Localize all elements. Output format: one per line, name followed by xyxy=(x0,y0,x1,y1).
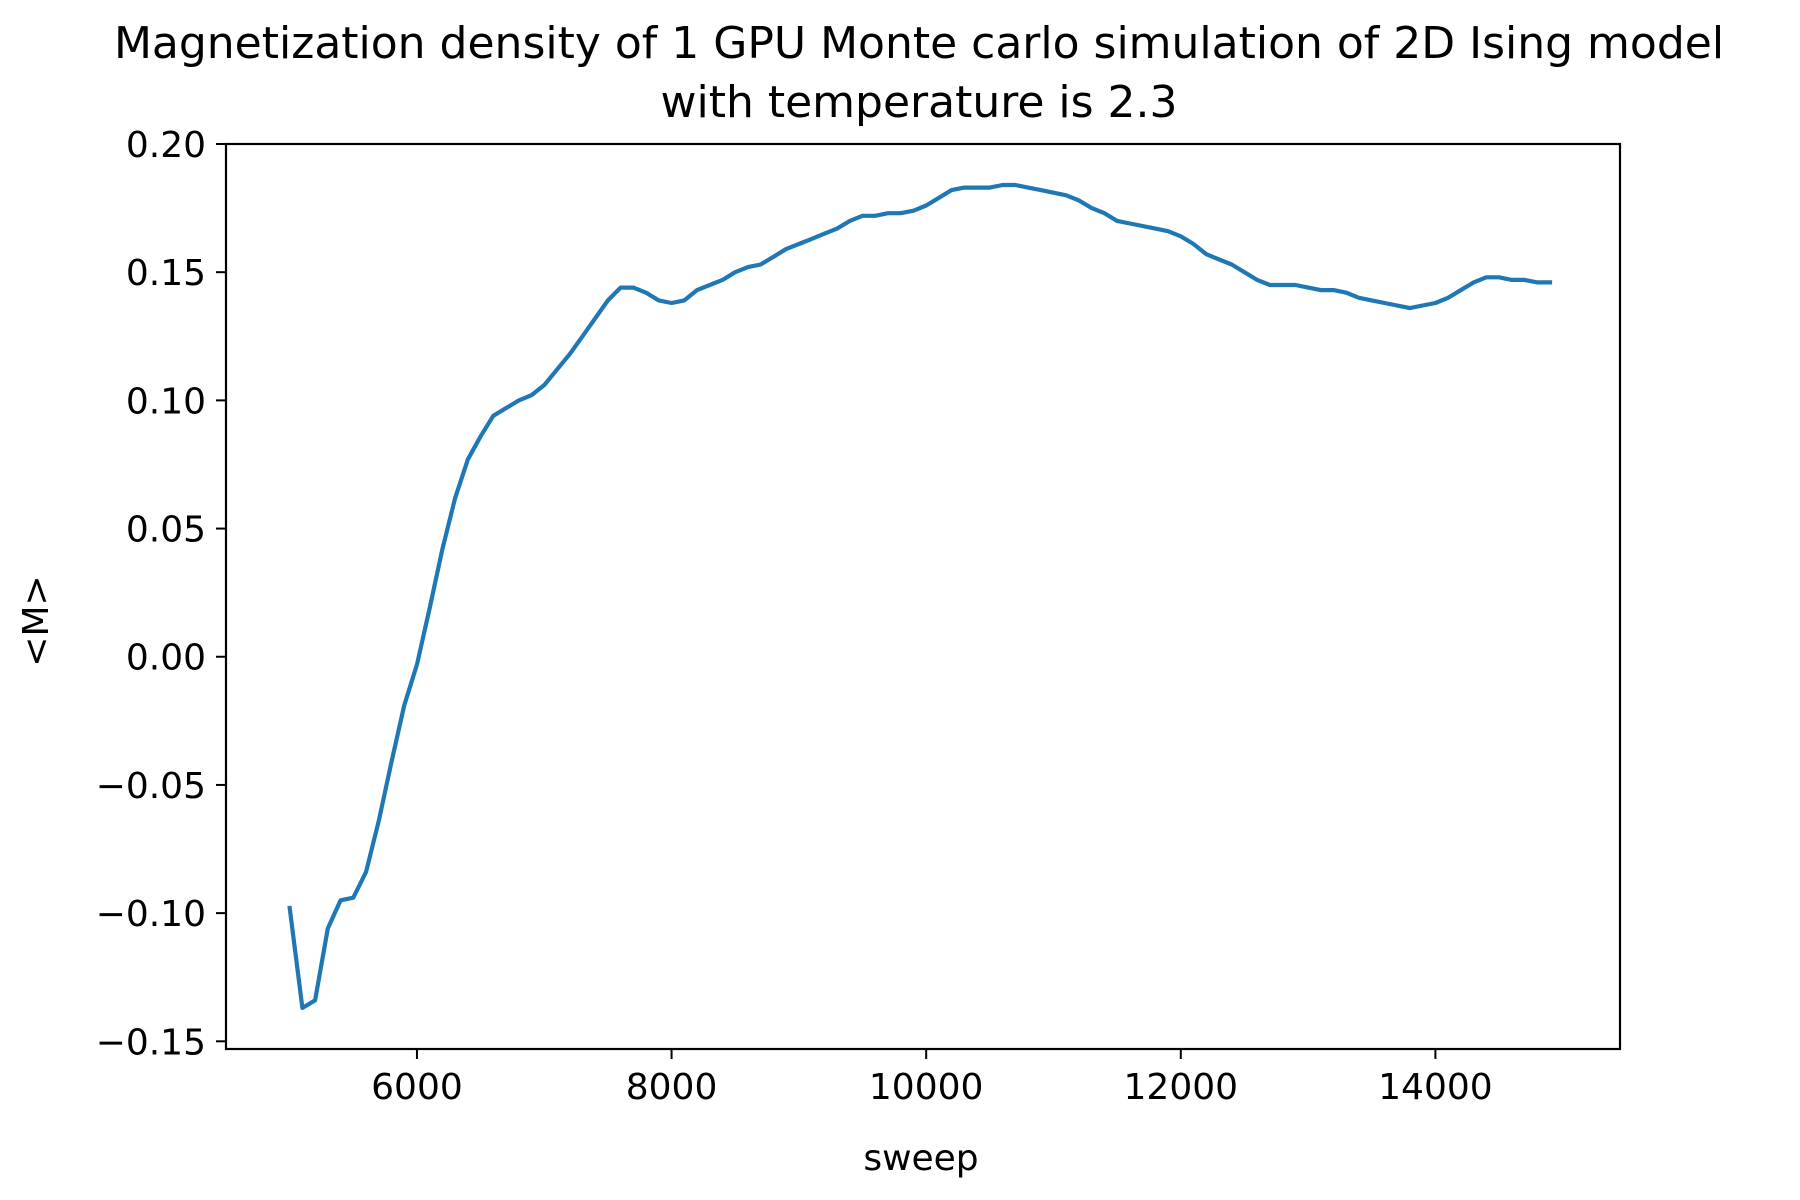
x-tick-label: 6000 xyxy=(371,1067,463,1108)
y-tick-label: −0.15 xyxy=(96,1022,206,1063)
y-axis-label: <M> xyxy=(16,575,57,666)
data-line-series-0 xyxy=(287,182,1553,1011)
y-tick-label: 0.10 xyxy=(126,381,206,422)
x-tick-label: 10000 xyxy=(869,1067,984,1108)
y-tick-label: 0.05 xyxy=(126,510,206,551)
y-tick-label: 0.20 xyxy=(126,125,206,166)
x-axis-label: sweep xyxy=(863,1138,978,1179)
axes-frame xyxy=(224,142,1622,1051)
y-tick-label: 0.00 xyxy=(126,638,206,679)
y-tick-label: −0.10 xyxy=(96,894,206,935)
x-tick-label: 8000 xyxy=(626,1067,718,1108)
plot-area xyxy=(224,142,1622,1051)
y-tick-label: −0.05 xyxy=(96,766,206,807)
chart-title-line-2: with temperature is 2.3 xyxy=(660,77,1178,128)
x-tick-label: 12000 xyxy=(1124,1067,1239,1108)
x-tick-label: 14000 xyxy=(1378,1067,1493,1108)
x-axis-ticks: 6000 8000 10000 12000 14000 xyxy=(371,1049,1493,1108)
chart-title-line-1: Magnetization density of 1 GPU Monte car… xyxy=(113,18,1725,69)
y-axis-ticks: 0.20 0.15 0.10 0.05 0.00 −0.05 −0.10 −0.15 xyxy=(96,125,226,1063)
y-tick-label: 0.15 xyxy=(126,253,206,294)
